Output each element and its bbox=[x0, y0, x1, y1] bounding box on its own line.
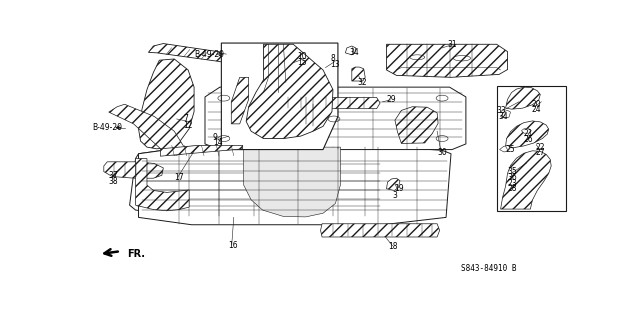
Text: B-49-20: B-49-20 bbox=[194, 50, 224, 59]
Text: 14: 14 bbox=[213, 138, 223, 148]
Polygon shape bbox=[136, 159, 189, 211]
Polygon shape bbox=[497, 86, 566, 211]
Text: B-49-20: B-49-20 bbox=[92, 123, 122, 132]
Polygon shape bbox=[148, 44, 256, 67]
Polygon shape bbox=[277, 97, 380, 109]
Text: 8: 8 bbox=[330, 54, 335, 64]
Text: 32: 32 bbox=[358, 78, 367, 87]
Text: 19: 19 bbox=[394, 184, 404, 193]
Text: 29: 29 bbox=[387, 95, 396, 104]
Text: 7: 7 bbox=[183, 114, 188, 123]
Polygon shape bbox=[395, 107, 438, 143]
Text: 34: 34 bbox=[498, 112, 508, 121]
Text: 20: 20 bbox=[531, 100, 541, 109]
Polygon shape bbox=[246, 44, 333, 139]
Text: 37: 37 bbox=[108, 171, 118, 180]
Text: 31: 31 bbox=[447, 40, 457, 49]
Text: 26: 26 bbox=[524, 135, 534, 143]
Polygon shape bbox=[346, 46, 356, 55]
Text: 34: 34 bbox=[349, 48, 359, 57]
Polygon shape bbox=[221, 43, 338, 149]
Polygon shape bbox=[522, 129, 531, 133]
Polygon shape bbox=[321, 224, 440, 237]
Text: 16: 16 bbox=[228, 240, 237, 250]
Text: 22: 22 bbox=[535, 142, 545, 152]
Polygon shape bbox=[104, 162, 163, 178]
Text: 38: 38 bbox=[108, 177, 118, 186]
Polygon shape bbox=[138, 146, 451, 225]
Polygon shape bbox=[161, 145, 243, 156]
Polygon shape bbox=[352, 67, 365, 81]
Polygon shape bbox=[109, 104, 184, 155]
Polygon shape bbox=[205, 87, 466, 149]
Text: 33: 33 bbox=[497, 106, 506, 115]
Text: 24: 24 bbox=[531, 105, 541, 114]
Text: 13: 13 bbox=[330, 60, 340, 69]
Text: 25: 25 bbox=[506, 145, 515, 154]
Polygon shape bbox=[244, 147, 340, 217]
Text: 28: 28 bbox=[508, 184, 517, 193]
Polygon shape bbox=[500, 110, 511, 119]
Text: 9: 9 bbox=[213, 133, 218, 142]
Text: 27: 27 bbox=[535, 148, 545, 157]
Polygon shape bbox=[129, 146, 383, 218]
Polygon shape bbox=[387, 178, 400, 190]
Text: 15: 15 bbox=[297, 58, 307, 67]
Text: 12: 12 bbox=[183, 121, 193, 130]
Polygon shape bbox=[500, 151, 551, 209]
Text: 17: 17 bbox=[174, 173, 184, 182]
Polygon shape bbox=[500, 145, 511, 152]
Text: 3: 3 bbox=[392, 191, 397, 200]
Polygon shape bbox=[506, 121, 548, 148]
Text: 23: 23 bbox=[508, 179, 517, 188]
Text: 36: 36 bbox=[508, 173, 517, 182]
Text: 10: 10 bbox=[297, 52, 307, 61]
Text: 21: 21 bbox=[524, 129, 533, 138]
Text: 35: 35 bbox=[508, 167, 517, 176]
Text: 30: 30 bbox=[437, 148, 447, 156]
Text: S843-84910 B: S843-84910 B bbox=[461, 264, 516, 273]
Text: 18: 18 bbox=[388, 242, 398, 251]
Text: FR.: FR. bbox=[127, 249, 145, 259]
Polygon shape bbox=[387, 44, 508, 77]
Polygon shape bbox=[506, 87, 540, 109]
Polygon shape bbox=[138, 59, 194, 149]
Polygon shape bbox=[231, 77, 249, 124]
